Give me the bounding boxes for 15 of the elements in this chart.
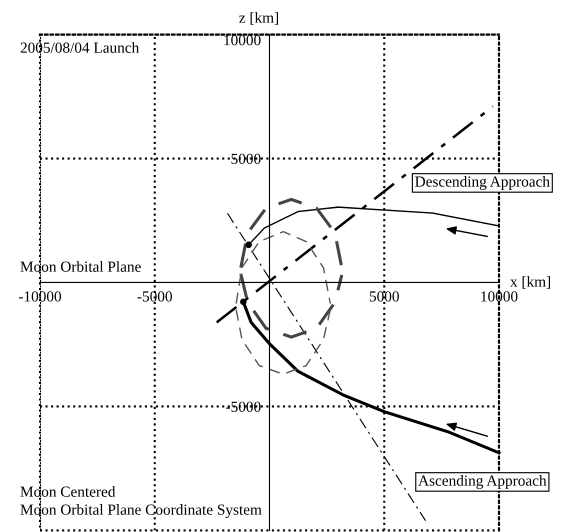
x-tick-label: -5000 [137,291,172,302]
series-label: Descending Approach [415,176,550,190]
x-axis-title: x [km] [510,276,550,289]
annotation: Moon Orbital Plane Coordinate System [20,504,262,518]
x-tick-label: 5000 [370,291,399,302]
x-tick-label: 10000 [481,291,518,302]
x-tick-label: -10000 [18,291,62,302]
y-tick-label: -5000 [226,402,261,412]
annotation: 2005/08/04 Launch [20,42,140,53]
text: Ascending Approach [418,475,546,489]
y-tick-label: 5000 [232,154,261,164]
y-axis-title: z [km] [239,12,278,25]
y-tick-label: 10000 [224,35,261,46]
annotation: Moon Orbital Plane [20,261,141,272]
annotation: Moon Centered [20,486,116,497]
